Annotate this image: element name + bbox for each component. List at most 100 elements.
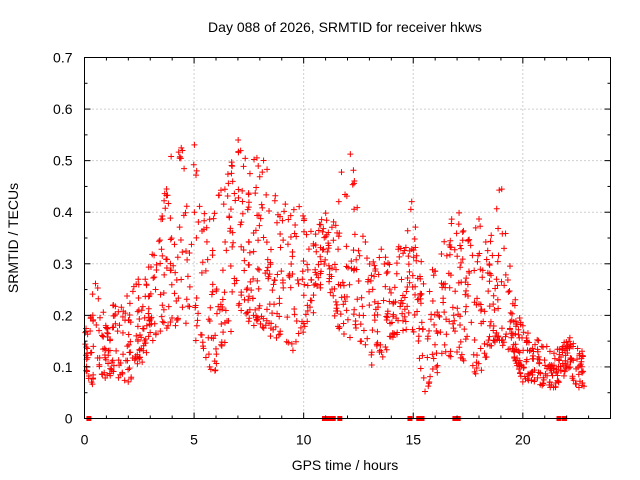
data-point	[326, 271, 333, 278]
plot-frame	[84, 57, 611, 419]
data-point	[317, 221, 324, 228]
data-point	[509, 332, 516, 339]
data-point	[273, 219, 280, 226]
data-point	[417, 292, 424, 299]
data-point	[413, 257, 420, 264]
data-point	[366, 260, 373, 267]
data-point	[138, 307, 145, 314]
data-point	[419, 326, 426, 333]
data-point	[212, 345, 219, 352]
data-point	[253, 317, 260, 324]
data-point	[344, 316, 351, 323]
data-point	[269, 287, 276, 294]
data-point	[391, 284, 398, 291]
data-point	[486, 278, 493, 285]
data-point	[406, 247, 413, 254]
data-point	[198, 269, 205, 276]
data-point	[108, 359, 115, 366]
y-tick-label: 0.7	[53, 50, 73, 66]
data-point	[299, 268, 306, 275]
data-point	[430, 355, 437, 362]
data-point	[554, 346, 561, 353]
data-point	[168, 235, 175, 242]
data-point	[407, 206, 414, 213]
data-point	[139, 303, 146, 310]
data-point	[161, 197, 168, 204]
data-point	[351, 231, 358, 238]
data-point	[559, 343, 566, 350]
data-point	[310, 309, 317, 316]
data-point	[516, 314, 523, 321]
data-point	[301, 228, 308, 235]
data-point	[250, 322, 257, 329]
data-point	[537, 369, 544, 376]
data-point	[293, 318, 300, 325]
data-point	[578, 355, 585, 362]
data-point	[87, 315, 94, 322]
data-point	[456, 209, 463, 216]
data-point	[438, 251, 445, 258]
data-point	[108, 368, 115, 375]
data-point	[193, 167, 200, 174]
data-point	[382, 343, 389, 350]
x-tick-label: 5	[190, 432, 198, 448]
data-point	[395, 243, 402, 250]
data-point	[292, 222, 299, 229]
data-point	[493, 205, 500, 212]
data-point	[465, 237, 472, 244]
data-point	[126, 349, 133, 356]
data-point	[295, 330, 302, 337]
data-point	[201, 217, 208, 224]
data-point	[223, 247, 230, 254]
data-point	[555, 379, 562, 386]
data-point	[447, 237, 454, 244]
data-point	[382, 254, 389, 261]
data-point	[105, 360, 112, 367]
data-point	[372, 306, 379, 313]
data-point	[165, 200, 172, 207]
data-point	[235, 149, 242, 156]
data-point	[550, 350, 557, 357]
data-point	[510, 348, 517, 355]
x-tick-label: 0	[81, 432, 89, 448]
data-point	[255, 237, 262, 244]
data-point	[197, 331, 204, 338]
data-point	[413, 252, 420, 259]
data-point	[96, 314, 103, 321]
data-point	[534, 346, 541, 353]
data-point	[228, 162, 235, 169]
data-point	[195, 310, 202, 317]
data-point	[90, 343, 97, 350]
data-point	[125, 366, 132, 373]
data-point	[417, 300, 424, 307]
data-point	[495, 252, 502, 259]
data-point	[177, 237, 184, 244]
data-point	[252, 306, 259, 313]
data-point	[279, 277, 286, 284]
data-point	[246, 293, 253, 300]
data-point	[472, 370, 479, 377]
data-point	[163, 256, 170, 263]
data-point	[465, 268, 472, 275]
data-point	[446, 241, 453, 248]
data-point	[466, 236, 473, 243]
data-point	[219, 303, 226, 310]
data-point	[404, 303, 411, 310]
data-point	[459, 237, 466, 244]
data-point	[452, 288, 459, 295]
data-point	[541, 357, 548, 364]
data-point	[539, 382, 546, 389]
data-point	[398, 297, 405, 304]
data-point	[512, 330, 519, 337]
data-point	[293, 233, 300, 240]
data-point	[266, 208, 273, 215]
data-point	[405, 309, 412, 316]
data-point	[104, 372, 111, 379]
data-point	[478, 367, 485, 374]
data-point	[179, 249, 186, 256]
data-point	[494, 333, 501, 340]
data-point	[256, 222, 263, 229]
data-point	[486, 303, 493, 310]
data-point	[476, 216, 483, 223]
data-point	[411, 312, 418, 319]
